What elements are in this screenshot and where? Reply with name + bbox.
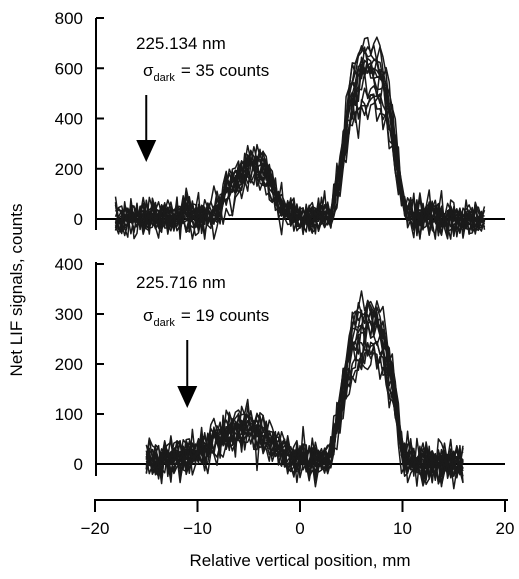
y-tick-label: 200 bbox=[55, 355, 83, 374]
lif-trace bbox=[114, 59, 485, 237]
top-panel-y-ticks: 0 200 400 600 800 bbox=[55, 9, 104, 229]
top-panel-traces bbox=[114, 36, 486, 240]
top-panel: 0 200 400 600 800 225.134 nm σdark = 35 count… bbox=[55, 9, 505, 240]
top-sigma-subscript: dark bbox=[154, 72, 176, 84]
bottom-sigma-subscript: dark bbox=[154, 317, 176, 329]
x-tick-label: −20 bbox=[81, 519, 110, 538]
x-tick-label: −10 bbox=[183, 519, 212, 538]
y-tick-label: 300 bbox=[55, 305, 83, 324]
x-axis-label: Relative vertical position, mm bbox=[189, 551, 410, 570]
x-tick-label: 10 bbox=[393, 519, 412, 538]
arrow-head bbox=[136, 140, 157, 162]
y-tick-label: 200 bbox=[55, 160, 83, 179]
lif-trace bbox=[145, 290, 464, 487]
bottom-panel-y-ticks: 0 100 200 300 400 bbox=[55, 255, 104, 474]
y-tick-label: 800 bbox=[55, 9, 83, 28]
lif-trace bbox=[114, 46, 485, 240]
bottom-wavelength-label: 225.716 nm bbox=[136, 273, 226, 292]
x-axis-ticks: −20 −10 0 10 20 bbox=[81, 500, 515, 538]
bottom-panel: 0 100 200 300 400 225.716 nm σdark = 19 count… bbox=[55, 255, 505, 490]
top-arrow-marker bbox=[136, 95, 157, 162]
bottom-sigma-symbol: σ bbox=[143, 306, 154, 325]
x-axis: −20 −10 0 10 20 Relative vertical position, … bbox=[81, 499, 515, 570]
top-sigma-label: σdark = 35 counts bbox=[143, 61, 269, 84]
y-tick-label: 0 bbox=[74, 210, 83, 229]
y-tick-label: 100 bbox=[55, 405, 83, 424]
lif-trace bbox=[145, 323, 464, 488]
top-sigma-value: = 35 counts bbox=[181, 61, 269, 80]
y-tick-label: 0 bbox=[74, 455, 83, 474]
top-wavelength-label: 225.134 nm bbox=[136, 34, 226, 53]
arrow-head bbox=[177, 386, 198, 408]
lif-trace bbox=[114, 62, 485, 237]
y-tick-label: 400 bbox=[55, 255, 83, 274]
x-tick-label: 0 bbox=[295, 519, 304, 538]
bottom-sigma-value: = 19 counts bbox=[181, 306, 269, 325]
y-axis-label: Net LIF signals, counts bbox=[7, 204, 26, 377]
y-tick-label: 600 bbox=[55, 59, 83, 78]
x-tick-label: 20 bbox=[496, 519, 515, 538]
bottom-panel-traces bbox=[145, 290, 464, 490]
bottom-sigma-label: σdark = 19 counts bbox=[143, 306, 269, 329]
top-sigma-symbol: σ bbox=[143, 61, 154, 80]
y-tick-label: 400 bbox=[55, 110, 83, 129]
bottom-arrow-marker bbox=[177, 340, 198, 408]
